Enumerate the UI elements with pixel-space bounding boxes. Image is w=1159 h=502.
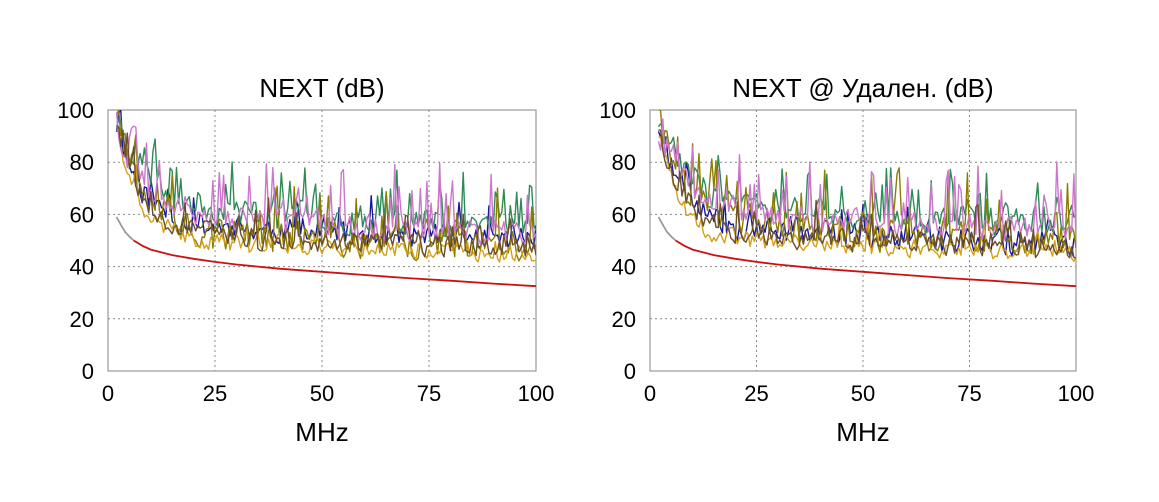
y-tick-label: 60 — [612, 202, 636, 227]
limit-line — [133, 239, 536, 288]
x-axis-label: MHz — [836, 417, 889, 447]
y-tick-label: 0 — [624, 359, 636, 384]
limit-line-start — [115, 216, 135, 242]
y-tick-label: 80 — [612, 150, 636, 175]
chart-2: 0 20 40 60 80 100 0 25 50 75 100 NEXT @ Удален. (dB… — [599, 73, 1094, 447]
x-tick-label: 100 — [1058, 381, 1095, 406]
y-tick-label: 100 — [599, 98, 636, 123]
chart-1: 0 20 40 60 80 100 0 25 50 75 100 NEXT (dB) MHz — [57, 73, 554, 447]
y-tick-label: 100 — [57, 98, 94, 123]
x-tick-label: 25 — [744, 381, 768, 406]
x-tick-label: 25 — [203, 381, 227, 406]
limit-line-start — [657, 216, 677, 242]
series-line-pair-5 — [115, 112, 536, 246]
chart-title: NEXT (dB) — [259, 73, 384, 103]
x-tick-label: 0 — [102, 381, 114, 406]
series-group — [115, 110, 536, 288]
series-line-pair-6 — [658, 129, 1076, 259]
x-tick-label: 75 — [957, 381, 981, 406]
limit-line — [675, 239, 1076, 288]
chart-title: NEXT @ Удален. (dB) — [732, 73, 993, 103]
y-tick-label: 40 — [612, 255, 636, 280]
y-tick-label: 20 — [612, 307, 636, 332]
x-tick-label: 50 — [851, 381, 875, 406]
y-tick-label: 0 — [82, 359, 94, 384]
series-group — [657, 110, 1076, 288]
series-line-pair-6 — [116, 124, 536, 258]
x-tick-label: 75 — [417, 381, 441, 406]
series-line-pair-4 — [116, 129, 536, 263]
x-axis-label: MHz — [295, 417, 348, 447]
x-tick-label: 100 — [518, 381, 555, 406]
y-tick-label: 80 — [70, 150, 94, 175]
x-tick-label: 50 — [310, 381, 334, 406]
y-tick-label: 40 — [70, 255, 94, 280]
x-tick-label: 0 — [644, 381, 656, 406]
series-line-pair-3 — [658, 110, 1076, 255]
y-tick-label: 20 — [70, 307, 94, 332]
y-tick-label: 60 — [70, 202, 94, 227]
